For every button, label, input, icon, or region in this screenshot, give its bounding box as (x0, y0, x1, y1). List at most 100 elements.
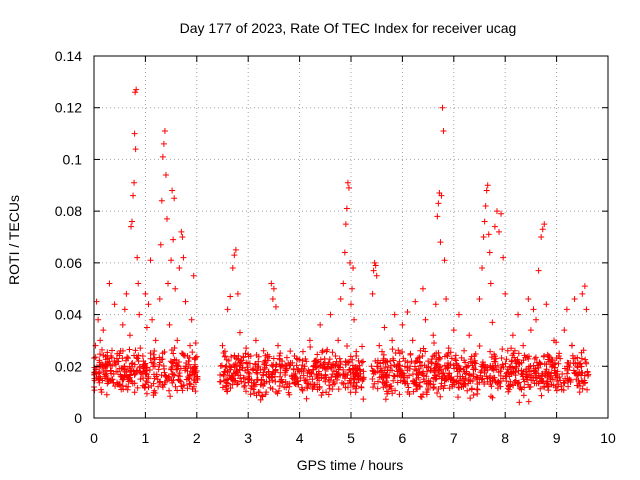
band-point (520, 357, 527, 364)
band-point (140, 382, 147, 389)
roti-point (281, 383, 288, 390)
band-point (282, 379, 289, 386)
band-point (445, 372, 452, 379)
band-point (136, 364, 143, 371)
band-point (511, 347, 518, 354)
band-point (178, 383, 185, 390)
band-point (100, 352, 107, 359)
band-point (143, 367, 150, 374)
roti-point (427, 381, 434, 388)
band-point (221, 377, 228, 384)
roti-point (558, 386, 565, 393)
roti-point (471, 352, 478, 359)
y-tick-label: 0.14 (55, 48, 82, 64)
band-point (125, 355, 132, 362)
roti-point (131, 130, 138, 137)
band-point (184, 385, 191, 392)
band-point (425, 364, 432, 371)
roti-point (543, 301, 550, 308)
band-point (579, 385, 586, 392)
roti-point (330, 381, 337, 388)
band-point (516, 385, 523, 392)
roti-point (312, 358, 319, 365)
band-point (124, 354, 131, 361)
band-point (389, 390, 396, 397)
band-point (315, 368, 322, 375)
band-point (129, 380, 136, 387)
band-point (277, 363, 284, 370)
band-point (159, 356, 166, 363)
band-point (418, 394, 425, 401)
band-point (272, 361, 279, 368)
roti-point (391, 311, 398, 318)
band-point (189, 349, 196, 356)
band-point (130, 352, 137, 359)
band-point (267, 384, 274, 391)
roti-point (493, 208, 500, 215)
band-point (347, 389, 354, 396)
roti-point (95, 316, 102, 323)
band-point (185, 358, 192, 365)
band-point (516, 399, 523, 406)
roti-point (224, 306, 231, 313)
band-point (137, 376, 144, 383)
band-point (231, 352, 238, 359)
band-point (360, 374, 367, 381)
band-point (299, 387, 306, 394)
band-point (578, 377, 585, 384)
band-point (544, 373, 551, 380)
band-point (141, 362, 148, 369)
band-point (356, 367, 363, 374)
band-point (433, 362, 440, 369)
band-point (481, 381, 488, 388)
band-point (119, 355, 126, 362)
band-point (575, 382, 582, 389)
band-point (480, 362, 487, 369)
roti-point (341, 249, 348, 256)
band-point (99, 377, 106, 384)
band-point (525, 381, 532, 388)
roti-point (541, 221, 548, 228)
roti-point (500, 254, 507, 261)
band-point (156, 354, 163, 361)
grid-lines (94, 56, 608, 418)
band-point (277, 350, 284, 357)
band-point (468, 353, 475, 360)
band-point (520, 392, 527, 399)
band-point (141, 383, 148, 390)
band-point (418, 362, 425, 369)
roti-point (219, 342, 226, 349)
band-point (292, 370, 299, 377)
band-point (582, 379, 589, 386)
band-point (318, 392, 325, 399)
roti-point (102, 363, 109, 370)
band-point (134, 355, 141, 362)
band-point (555, 360, 562, 367)
roti-point (530, 306, 537, 313)
band-point (527, 363, 534, 370)
roti-point (348, 301, 354, 308)
band-point (234, 381, 241, 388)
roti-point (160, 140, 167, 147)
band-point (156, 379, 163, 386)
band-point (231, 364, 238, 371)
band-point (494, 379, 501, 386)
band-point (544, 351, 551, 358)
band-point (321, 355, 328, 362)
band-point (494, 362, 501, 369)
band-point (303, 395, 310, 402)
band-point (533, 380, 540, 387)
band-point (131, 389, 138, 396)
band-point (548, 357, 555, 364)
band-point (318, 374, 325, 381)
band-point (476, 343, 483, 350)
band-point (151, 356, 158, 363)
band-point (377, 360, 384, 367)
band-point (217, 363, 224, 370)
band-point (390, 372, 397, 379)
band-point (359, 375, 366, 382)
band-point (544, 378, 551, 385)
roti-point (103, 391, 110, 398)
roti-point (487, 280, 494, 287)
band-point (140, 375, 147, 382)
